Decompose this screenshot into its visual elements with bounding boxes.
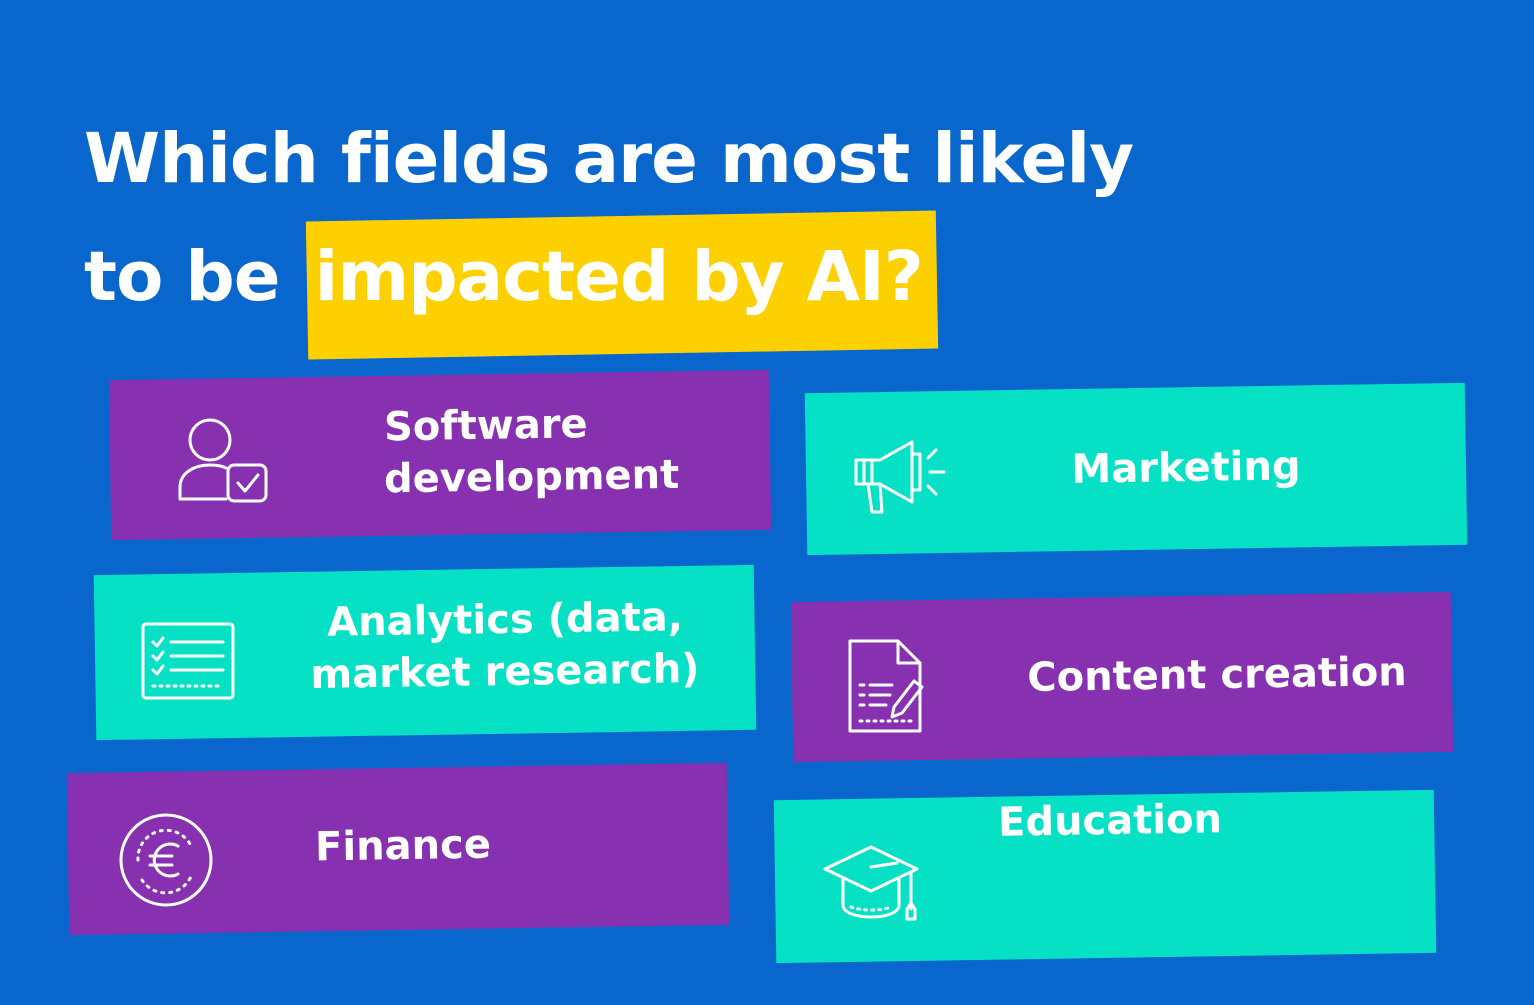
title-line-2: to be impacted by AI? xyxy=(84,210,1384,360)
card-label: Content creation xyxy=(1017,649,1417,701)
title-prefix: to be xyxy=(84,237,281,317)
document-pen-icon xyxy=(836,637,936,737)
title-highlight: impacted by AI? xyxy=(305,210,938,360)
euro-coin-icon xyxy=(116,810,216,910)
card-label-line-1: Software xyxy=(383,401,588,451)
card-label-line-2: market research) xyxy=(310,645,700,699)
field-card-marketing: Marketing xyxy=(804,382,1468,556)
card-label: Analytics (data, market research) xyxy=(295,594,715,698)
card-label-line-1: Content creation xyxy=(1026,649,1408,701)
title-highlight-text: impacted by AI? xyxy=(314,237,924,317)
field-card-education: Education xyxy=(773,789,1437,964)
field-card-finance: Finance xyxy=(66,762,730,936)
card-label: Software development xyxy=(382,399,692,503)
page-title: Which fields are most likely to be impac… xyxy=(84,100,1384,360)
card-label-line-1: Finance xyxy=(314,821,492,871)
graduation-cap-icon xyxy=(821,833,921,933)
card-label: Marketing xyxy=(1056,442,1316,494)
card-label: Finance xyxy=(293,820,513,872)
card-label-line-1: Marketing xyxy=(1071,443,1301,493)
field-card-analytics: Analytics (data, market research) xyxy=(93,564,757,741)
card-label: Education xyxy=(985,795,1235,847)
card-label-line-1: Education xyxy=(997,796,1223,846)
card-label-line-1: Analytics (data, xyxy=(326,594,684,646)
field-card-content-creation: Content creation xyxy=(790,591,1454,763)
card-label-line-2: development xyxy=(383,451,680,503)
user-check-icon xyxy=(172,407,272,507)
title-line-1: Which fields are most likely xyxy=(84,119,1134,199)
field-card-software-development: Software development xyxy=(108,369,772,541)
checklist-board-icon xyxy=(139,610,239,710)
megaphone-icon xyxy=(850,432,950,532)
